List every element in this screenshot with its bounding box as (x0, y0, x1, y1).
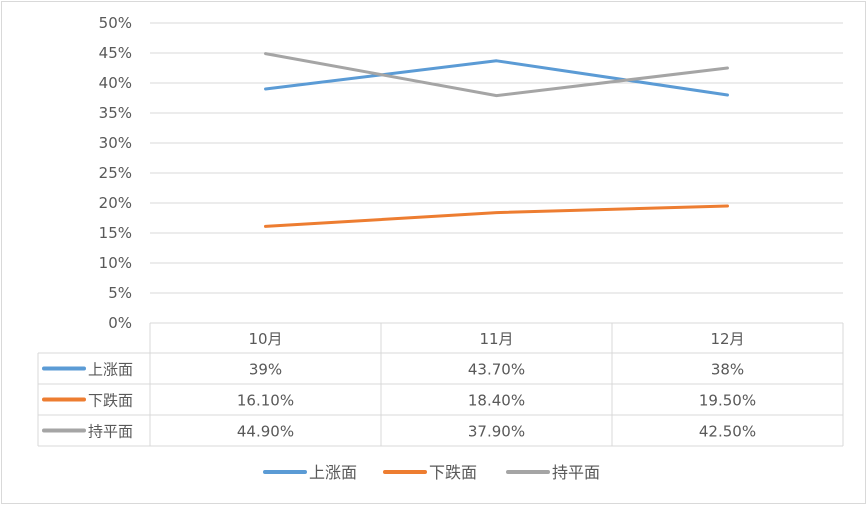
data-label: 42.50% (699, 423, 756, 441)
data-label: 37.90% (468, 423, 525, 441)
legend-entry: 持平面 (552, 463, 600, 482)
table-series-name: 持平面 (88, 423, 133, 441)
data-label: 18.40% (468, 392, 525, 410)
y-tick-label: 25% (99, 164, 132, 182)
data-label: 39% (249, 361, 282, 379)
y-tick-label: 0% (108, 314, 132, 332)
y-tick-label: 5% (108, 284, 132, 302)
x-category-label: 12月 (710, 330, 744, 348)
legend-entry: 上涨面 (309, 463, 357, 482)
table-series-name: 下跌面 (88, 392, 133, 410)
data-label: 16.10% (237, 392, 294, 410)
y-tick-label: 15% (99, 224, 132, 242)
legend-entry: 下跌面 (429, 463, 477, 482)
series-line (264, 204, 729, 228)
data-label: 19.50% (699, 392, 756, 410)
series-line (264, 59, 729, 97)
y-tick-label: 20% (99, 194, 132, 212)
y-tick-label: 30% (99, 134, 132, 152)
y-tick-label: 35% (99, 104, 132, 122)
y-tick-label: 10% (99, 254, 132, 272)
series-line (264, 52, 729, 98)
y-tick-label: 50% (99, 14, 132, 32)
y-tick-label: 40% (99, 74, 132, 92)
x-category-label: 11月 (479, 330, 513, 348)
data-label: 38% (711, 361, 744, 379)
data-label: 43.70% (468, 361, 525, 379)
data-label: 44.90% (237, 423, 294, 441)
x-category-label: 10月 (248, 330, 282, 348)
y-tick-label: 45% (99, 44, 132, 62)
table-series-name: 上涨面 (88, 361, 133, 379)
